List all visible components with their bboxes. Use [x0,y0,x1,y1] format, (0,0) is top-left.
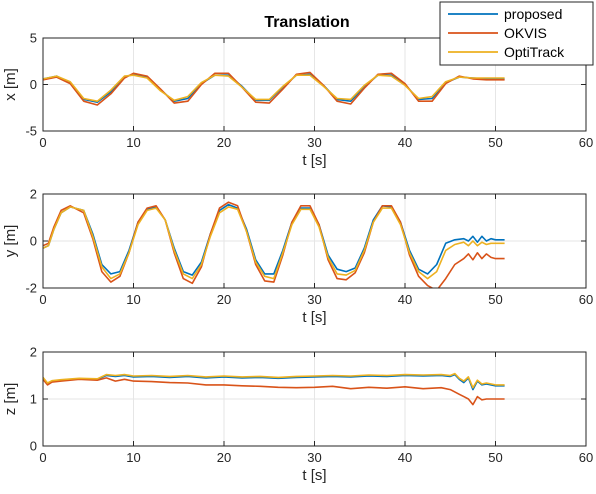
series-line-okvis [43,71,505,106]
x-tick-label: 40 [398,135,412,150]
y-axis-label: z [m] [2,383,19,416]
series-line-proposed [43,73,505,103]
y-tick-label: 0 [30,77,37,92]
y-tick-label: 0 [30,234,37,249]
series-group [43,372,505,406]
x-tick-label: 10 [126,450,140,465]
y-axis-label: x [m] [2,68,19,101]
x-tick-label: 30 [307,450,321,465]
y-axis-label: y [m] [2,225,19,258]
x-axis-label: t [s] [302,152,326,169]
x-tick-label: 50 [488,450,502,465]
subplot-3: 0 10 20 30 40 50 60 0 1 2 t [s] z [m] [2,345,593,485]
x-tick-label: 30 [307,292,321,307]
series-group [43,201,505,288]
legend-label-optitrack: OptiTrack [504,44,565,60]
series-line-optitrack [43,372,505,389]
series-line-proposed [43,373,505,391]
x-tick-label: 50 [488,292,502,307]
series-line-okvis [43,377,505,406]
x-tick-label: 40 [398,292,412,307]
x-tick-label: 20 [217,135,231,150]
legend-label-proposed: proposed [504,6,562,22]
x-tick-label: 30 [307,135,321,150]
x-axis-label: t [s] [302,309,326,326]
x-tick-label: 60 [579,135,593,150]
y-tick-label: 1 [30,392,37,407]
x-tick-label: 10 [126,135,140,150]
y-tick-label: -5 [25,124,37,139]
y-tick-label: 0 [30,439,37,454]
y-tick-label: 2 [30,345,37,360]
series-line-optitrack [43,74,505,102]
x-tick-label: 40 [398,450,412,465]
x-tick-label: 0 [39,135,46,150]
figure-title: Translation [264,14,349,31]
x-tick-label: 20 [217,292,231,307]
x-tick-label: 60 [579,450,593,465]
y-tick-label: 2 [30,187,37,202]
x-tick-label: 10 [126,292,140,307]
x-tick-label: 20 [217,450,231,465]
x-tick-label: 50 [488,135,502,150]
legend-label-okvis: OKVIS [504,25,547,41]
x-tick-label: 60 [579,292,593,307]
y-tick-label: -2 [25,281,37,296]
legend: proposed OKVIS OptiTrack [439,1,594,66]
y-tick-label: 5 [30,31,37,46]
x-tick-label: 0 [39,292,46,307]
series-group [43,71,505,106]
x-tick-label: 0 [39,450,46,465]
x-axis-label: t [s] [302,467,326,484]
series-line-optitrack [43,206,505,280]
